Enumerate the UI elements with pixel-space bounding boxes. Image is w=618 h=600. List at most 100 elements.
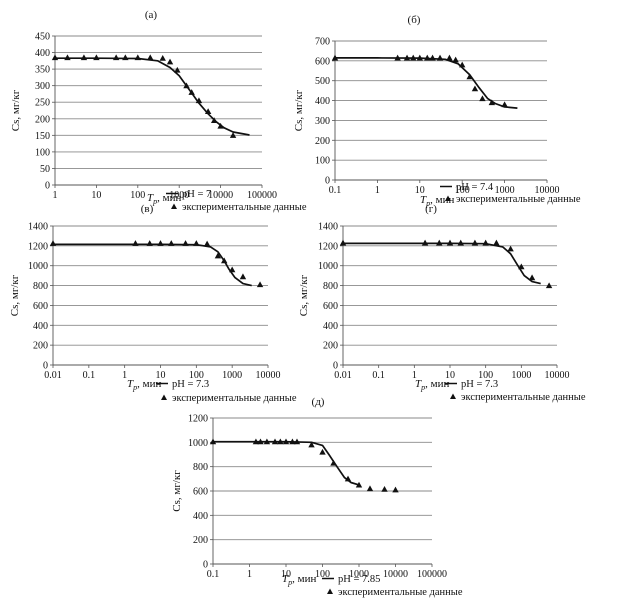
x-tick-label: 100000 — [247, 190, 277, 201]
y-tick-label: 1200 — [188, 414, 208, 425]
panel-label: (б) — [408, 14, 421, 26]
x-axis-label-sub: p — [420, 383, 425, 392]
legend: pH = 7.3 экспериментальные данные — [445, 379, 586, 403]
data-point — [174, 66, 181, 73]
x-tick-label: 10000 — [256, 370, 281, 381]
y-tick-label: 300 — [315, 116, 330, 127]
y-tick-label: 400 — [315, 96, 330, 107]
data-point — [210, 117, 218, 123]
legend-entry-scatter: экспериментальные данные — [461, 392, 586, 403]
y-tick-label: 400 — [323, 321, 338, 332]
x-axis-label: Tp, мин — [415, 378, 449, 392]
x-tick-label: 0.1 — [372, 370, 385, 381]
data-point — [146, 240, 153, 246]
y-tick-label: 1400 — [28, 222, 48, 233]
legend: pH = 7 экспериментальные данные — [166, 189, 307, 213]
series-line — [343, 242, 541, 285]
legend: pH = 7.3 экспериментальные данные — [156, 379, 297, 404]
data-point — [410, 54, 417, 61]
y-axis-label: Cs, мг/кг — [298, 274, 310, 316]
data-point — [501, 101, 508, 108]
x-tick-label: 0.01 — [44, 370, 62, 381]
data-point — [482, 239, 489, 246]
y-axis-label: Cs, мг/кг — [9, 274, 21, 316]
chart-panel-2: (б) 0 100 200 300 400 500 600 700 0.1 1 10 100 1000 10… — [293, 14, 581, 208]
data-point — [221, 257, 228, 264]
data-point — [188, 89, 195, 95]
x-axis-label-main: T — [147, 192, 154, 204]
legend: pH = 7.85 экспериментальные данные — [322, 574, 463, 598]
data-point — [282, 438, 290, 445]
data-point — [239, 273, 247, 280]
data-point — [289, 438, 296, 445]
data-point — [293, 438, 301, 445]
x-tick-label: 100 — [189, 370, 204, 381]
x-tick-label: 0.1 — [329, 185, 342, 196]
data-point — [344, 475, 352, 482]
data-point — [518, 263, 525, 270]
y-tick-label: 1200 — [28, 241, 48, 252]
data-point — [319, 448, 326, 455]
x-tick-label: 100 — [315, 569, 330, 580]
x-tick-label: 10 — [281, 569, 291, 580]
legend-entry-scatter: экспериментальные данные — [456, 194, 581, 205]
y-tick-label: 150 — [35, 131, 50, 142]
y-tick-label: 400 — [35, 48, 50, 59]
data-point — [392, 486, 399, 493]
data-point — [459, 61, 466, 68]
series-line — [53, 243, 252, 287]
data-point — [421, 239, 429, 246]
data-point — [252, 438, 260, 445]
data-point — [355, 481, 363, 488]
legend-marker-swatch — [161, 394, 167, 400]
data-point — [507, 245, 514, 252]
y-tick-label: 200 — [35, 114, 50, 125]
data-point — [203, 240, 211, 247]
y-tick-label: 1200 — [318, 241, 338, 252]
data-point — [436, 239, 443, 246]
y-tick-label: 450 — [35, 32, 50, 43]
x-tick-label: 10 — [91, 190, 101, 201]
data-point — [256, 281, 264, 288]
y-tick-label: 200 — [33, 341, 48, 352]
y-tick-label: 600 — [193, 487, 208, 498]
y-axis-label: Cs, мг/кг — [293, 89, 305, 131]
data-point — [331, 54, 339, 61]
y-tick-label: 350 — [35, 65, 50, 76]
data-point — [166, 58, 174, 65]
data-point — [471, 239, 479, 246]
x-tick-label: 100 — [130, 190, 145, 201]
data-point — [228, 266, 236, 273]
data-point — [168, 240, 175, 246]
y-tick-label: 500 — [315, 76, 330, 87]
data-point — [339, 239, 347, 246]
data-point — [217, 122, 224, 129]
x-axis-label-unit: , мин — [137, 378, 161, 390]
x-axis-label-main: T — [415, 378, 422, 390]
x-tick-label: 1 — [247, 569, 252, 580]
x-axis-label: Tp, мин — [127, 378, 161, 392]
data-point — [394, 54, 401, 61]
data-point — [132, 240, 139, 246]
x-axis-label-sub: p — [287, 578, 292, 587]
data-point — [308, 441, 315, 448]
legend-entry-scatter: экспериментальные данные — [338, 587, 463, 598]
data-point — [263, 438, 271, 445]
data-point — [49, 240, 57, 246]
y-tick-label: 100 — [315, 156, 330, 167]
y-tick-label: 0 — [325, 176, 330, 187]
y-tick-label: 400 — [193, 511, 208, 522]
x-axis-label: Tp, мин — [147, 192, 181, 206]
x-tick-label: 10000 — [545, 370, 570, 381]
y-axis-label: Cs, мг/кг — [10, 89, 22, 131]
x-tick-label: 1 — [375, 185, 380, 196]
x-tick-label: 100 — [478, 370, 493, 381]
y-tick-label: 1400 — [318, 222, 338, 233]
data-point — [209, 438, 217, 445]
data-point — [277, 438, 284, 445]
chart-panel-3: (в) 0 200 400 600 800 1000 1200 1400 0.01 0.1 1 10 10… — [9, 203, 297, 404]
data-point — [381, 485, 388, 492]
data-point — [471, 85, 479, 92]
data-point — [528, 274, 536, 281]
